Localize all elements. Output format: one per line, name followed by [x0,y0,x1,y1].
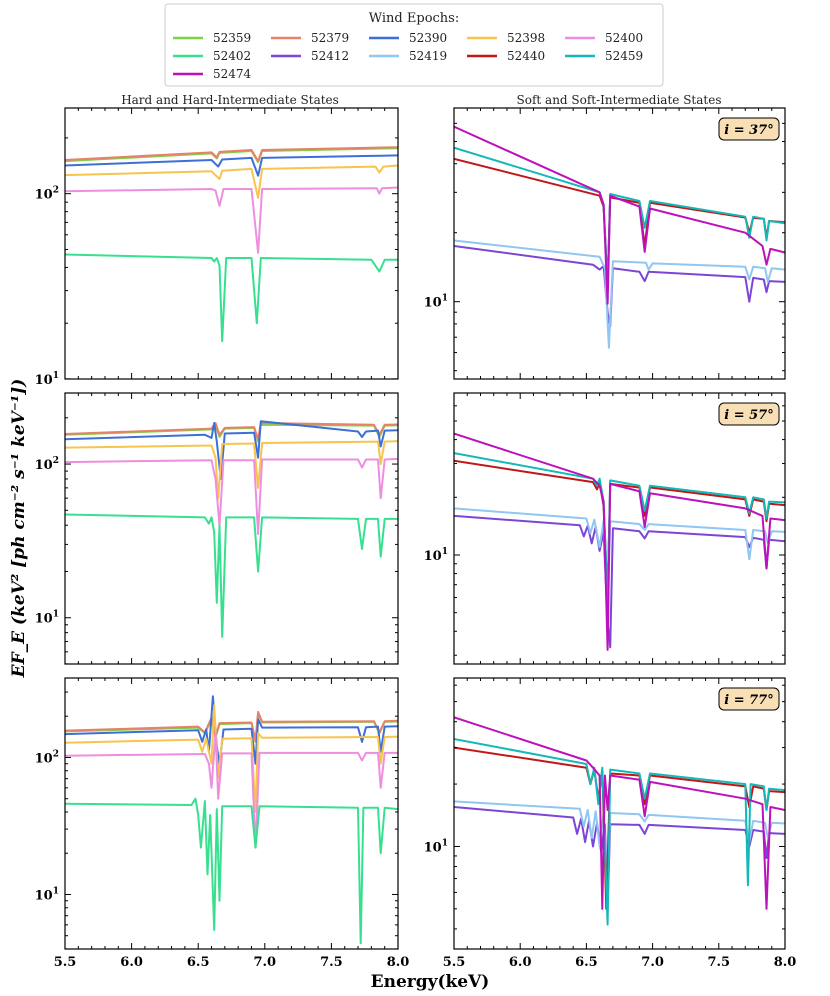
panel-soft-i77: 5.5 6.0 6.5 7.0 7.5 8.0 101 i = 77° [424,677,797,970]
legend-label-52400: 52400 [605,31,643,45]
y-axis-label: EF_E (keV² [ph cm⁻² s⁻¹ keV⁻¹]) [9,379,29,679]
series-52402 [65,253,398,343]
series-52400 [65,457,398,536]
series-52419 [454,800,785,894]
inclination-badge [718,117,780,141]
series-group [65,695,398,945]
series-52412 [454,245,785,328]
x-tick-label: 5.5 [443,955,466,970]
series-52474 [454,432,785,651]
legend-label-52402: 52402 [213,49,251,63]
legend-label-52412: 52412 [311,49,349,63]
right-column-title: Soft and Soft-Intermediate States [517,93,722,107]
series-52440 [454,157,785,285]
x-tick-label: 8.0 [387,955,410,970]
series-52398 [65,164,398,199]
legend-label-52379: 52379 [311,31,349,45]
x-tick-label: 6.5 [187,955,210,970]
y-tick-label: 101 [424,294,448,311]
axes-frame [64,677,399,950]
y-tick-label: 102 [35,456,59,473]
inclination-badge [718,687,780,711]
x-tick-label: 6.5 [575,955,598,970]
panel-hard-i57: 101 102 [35,392,399,665]
axes-frame [453,107,786,380]
inclination-label: i = 57° [724,408,773,423]
y-tick-label: 102 [35,749,59,766]
series-52459 [454,452,785,599]
legend-label-52440: 52440 [507,49,545,63]
series-group [454,432,785,651]
series-52390 [65,154,398,177]
legend-label-52459: 52459 [605,49,643,63]
legend-label-52359: 52359 [213,31,251,45]
legend-label-52474: 52474 [213,67,252,81]
y-tick-label: 101 [424,547,448,564]
series-52412 [454,806,785,910]
series-group [65,420,398,638]
legend-title: Wind Epochs: [369,11,459,26]
axes-frame [453,392,786,665]
legend-items: 52359 52379 52390 52398 52400 52402 52412 52419… [173,31,643,81]
series-52402 [65,797,398,945]
x-tick-label: 7.0 [641,955,664,970]
axes-frame [64,107,399,380]
series-52419 [454,507,785,606]
legend-label-52390: 52390 [409,31,447,45]
series-52398 [65,704,398,813]
series-52390 [65,695,398,765]
series-52400 [65,186,398,254]
x-tick-label: 8.0 [774,955,797,970]
y-tick-label: 101 [35,371,59,388]
inclination-label: i = 37° [724,123,773,138]
x-tick-label: 6.0 [509,955,532,970]
y-tick-label: 101 [35,610,59,627]
y-tick-label: 101 [35,886,59,903]
series-52402 [65,513,398,638]
panels: 101 102 101 i = 37° 101 102 101 i = 57° 5.5 6.0 6.… [35,107,797,970]
series-52459 [454,738,785,926]
series-group [65,146,398,343]
series-52412 [454,514,785,649]
x-tick-label: 7.5 [707,955,730,970]
y-tick-label: 101 [424,838,448,855]
series-52398 [65,440,398,500]
panel-soft-i57: 101 i = 57° [424,392,786,665]
series-52379 [65,146,398,163]
series-group [454,716,785,926]
series-group [454,125,785,349]
series-52474 [454,716,785,910]
series-52400 [65,732,398,849]
x-tick-label: 7.0 [253,955,276,970]
inclination-label: i = 77° [724,693,773,708]
series-52390 [65,420,398,480]
axes-frame [64,392,399,665]
series-52474 [454,125,785,305]
panel-soft-i37: 101 i = 37° [424,107,786,380]
inclination-badge [718,402,780,426]
x-axis-label: Energy(keV) [371,972,490,992]
legend-label-52419: 52419 [409,49,447,63]
x-tick-label: 7.5 [320,955,343,970]
y-tick-label: 102 [35,186,59,203]
legend-label-52398: 52398 [507,31,545,45]
series-52419 [454,239,785,349]
legend: Wind Epochs: 52359 52379 52390 52398 5240052… [164,3,664,87]
legend-frame [164,3,664,87]
panel-hard-i37: 101 102 [35,107,399,388]
panel-hard-i77: 5.5 6.0 6.5 7.0 7.5 8.0 101 102 [35,677,410,970]
left-column-title: Hard and Hard-Intermediate States [121,93,339,107]
x-tick-label: 5.5 [54,955,77,970]
axes-frame [453,677,786,950]
x-tick-label: 6.0 [120,955,143,970]
